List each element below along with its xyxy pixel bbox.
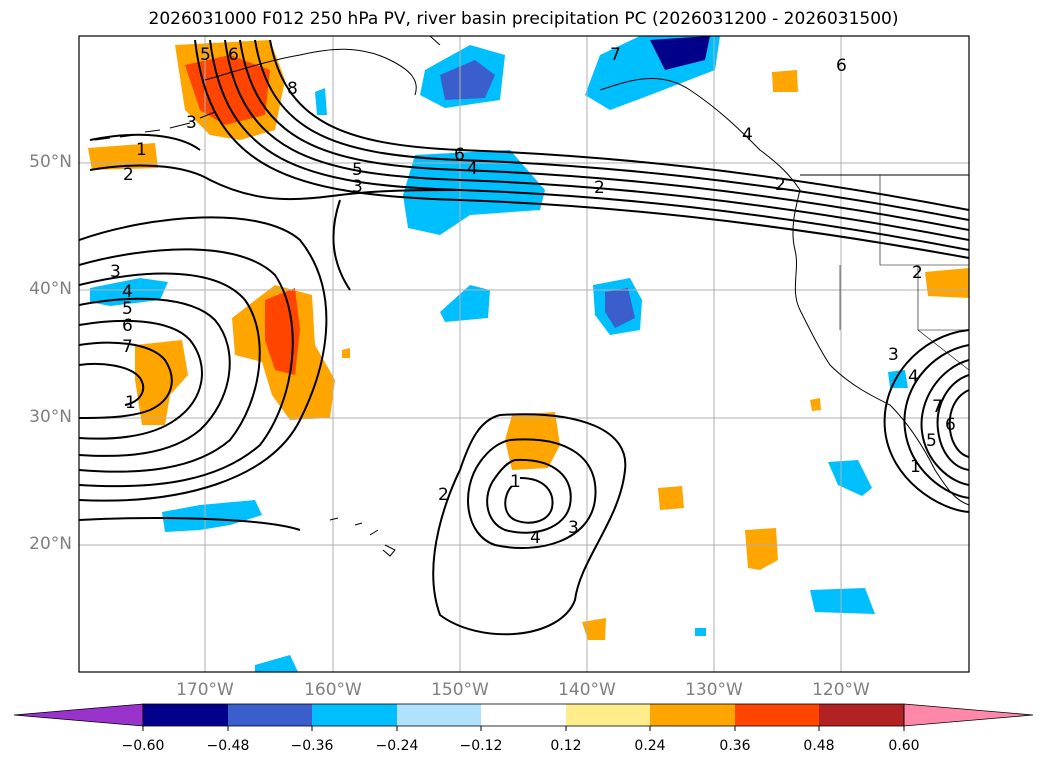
contour-label: 3 [110,262,121,282]
contour-label: 3 [568,518,579,538]
border-states [839,175,969,371]
precip-patch [440,285,490,322]
lat-label-20n: 20°N [29,534,72,554]
precip-patch [745,528,778,570]
precip-patch [185,55,270,125]
lon-label-160w: 160°W [304,680,362,700]
colorbar-tick-label: −0.36 [290,738,334,754]
precip-patch [772,70,798,92]
precip-patch [810,588,875,614]
contour-label: 3 [352,177,363,197]
colorbar-bin [566,704,650,726]
precip-patch [255,655,298,672]
lon-label-130w: 130°W [685,680,743,700]
colorbar-tick-label: 0.24 [634,738,666,754]
contour-label: 3 [888,345,899,365]
precip-patch [888,370,908,388]
contour-label: 6 [454,145,465,165]
precip-patch [650,36,710,70]
precip-patch [135,340,188,425]
contour-label: 7 [932,397,943,417]
coastline-hawaii [329,517,396,557]
precip-patch [582,618,606,640]
colorbar-tick-label: −0.48 [206,738,250,754]
contour-label: 1 [136,140,147,160]
colorbar-bin [228,704,312,726]
contour-label: 1 [125,393,136,413]
contour-label: 5 [352,160,363,180]
contour-label: 7 [610,45,621,65]
lon-label-170w: 170°W [176,680,234,700]
precip-patch [342,348,350,358]
colorbar-tick-label: 0.12 [550,738,582,754]
contour-label: 1 [510,472,521,492]
colorbar-bin [397,704,481,726]
contour-label: 8 [287,79,298,99]
pv-contours [79,39,969,636]
precip-patch [265,288,300,375]
precip-patch [658,486,684,510]
colorbar-tick-label: 0.48 [803,738,835,754]
precip-patch [440,60,495,100]
contour-label: 2 [594,178,605,198]
colorbar-bin [650,704,735,726]
lat-label-40n: 40°N [29,279,72,299]
contour-label: 2 [912,263,923,283]
lon-label-140w: 140°W [558,680,616,700]
coastline-north-america [204,36,969,506]
colorbar-tick-label: 0.60 [888,738,920,754]
lat-label-30n: 30°N [29,407,72,427]
contour-label: 6 [122,316,133,336]
contour-label: 2 [123,165,134,185]
lon-label-150w: 150°W [431,680,489,700]
coastlines [94,36,969,557]
precip-patch [505,412,560,470]
contour-label: 2 [438,485,449,505]
colorbar-tick-label: −0.12 [459,738,503,754]
colorbar-extend-high [903,703,1034,727]
map-title: 2026031000 F012 250 hPa PV, river basin … [148,9,899,29]
precip-patch [315,88,327,115]
colorbar-extend-low [13,703,144,727]
precip-patch [810,398,821,411]
lat-label-50n: 50°N [29,152,72,172]
contour-label: 4 [122,282,133,302]
contour-label: 7 [122,337,133,357]
contour-label: 6 [836,56,847,76]
contour-labels: 1 2 5 3 6 4 2 8 3 4 5 6 7 1 2 3 4 1 2 3 … [110,45,943,548]
precip-patch [605,288,635,328]
colorbar-tick-label: −0.24 [375,738,419,754]
plot-area [79,36,969,672]
contour-label: 5 [122,299,133,319]
map-frame [78,35,970,673]
colorbar-bin [312,704,397,726]
contour-label: 4 [908,367,919,387]
contour-label: 4 [530,528,541,548]
precip-patch [162,500,262,532]
contour-label: 5 [926,431,937,451]
precip-patch [828,460,872,496]
precip-shading [88,36,969,672]
lon-label-120w: 120°W [812,680,870,700]
colorbar-bin [143,704,228,726]
colorbar-tick-label: −0.60 [121,738,165,754]
precip-patch [695,628,706,636]
colorbar-tick-label: 0.36 [719,738,751,754]
colorbar-bin [481,704,566,726]
contour-label: 4 [467,159,478,179]
precip-patch [925,268,969,298]
colorbar-bin [735,704,819,726]
colorbar-bin [819,704,904,726]
colorbar [13,703,1034,731]
contour-label: 1 [910,457,921,477]
coastline-aleutians [94,111,216,141]
